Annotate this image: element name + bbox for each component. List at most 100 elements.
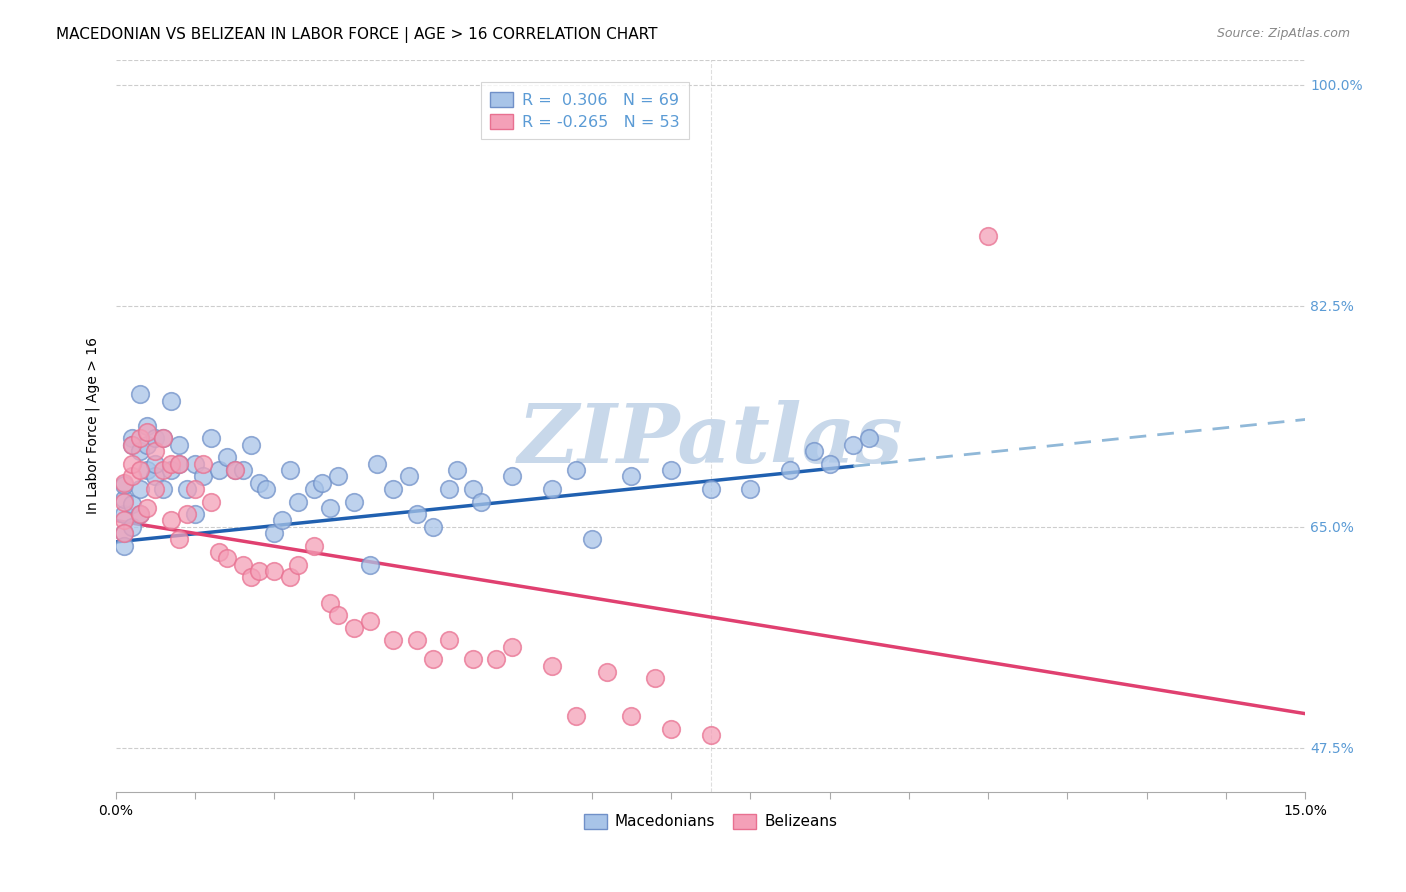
Point bbox=[461, 652, 484, 666]
Point bbox=[121, 469, 143, 483]
Point bbox=[232, 463, 254, 477]
Point bbox=[128, 463, 150, 477]
Point bbox=[176, 507, 198, 521]
Point bbox=[136, 438, 159, 452]
Point bbox=[191, 457, 214, 471]
Point bbox=[121, 520, 143, 534]
Point bbox=[620, 709, 643, 723]
Point bbox=[167, 533, 190, 547]
Point bbox=[620, 469, 643, 483]
Point bbox=[208, 463, 231, 477]
Point bbox=[191, 469, 214, 483]
Point bbox=[112, 526, 135, 541]
Point bbox=[803, 444, 825, 458]
Point bbox=[224, 463, 246, 477]
Point bbox=[541, 482, 564, 496]
Point bbox=[326, 469, 349, 483]
Point bbox=[319, 500, 342, 515]
Point bbox=[422, 652, 444, 666]
Point bbox=[184, 457, 207, 471]
Point bbox=[136, 500, 159, 515]
Point bbox=[232, 558, 254, 572]
Point bbox=[302, 482, 325, 496]
Point bbox=[446, 463, 468, 477]
Point bbox=[176, 482, 198, 496]
Point bbox=[541, 658, 564, 673]
Point bbox=[112, 507, 135, 521]
Point bbox=[145, 482, 167, 496]
Point bbox=[263, 526, 285, 541]
Point bbox=[121, 438, 143, 452]
Text: MACEDONIAN VS BELIZEAN IN LABOR FORCE | AGE > 16 CORRELATION CHART: MACEDONIAN VS BELIZEAN IN LABOR FORCE | … bbox=[56, 27, 658, 43]
Point bbox=[382, 633, 405, 648]
Point bbox=[145, 457, 167, 471]
Y-axis label: In Labor Force | Age > 16: In Labor Force | Age > 16 bbox=[86, 337, 100, 515]
Point bbox=[239, 438, 262, 452]
Point bbox=[406, 633, 429, 648]
Point bbox=[128, 387, 150, 401]
Point bbox=[659, 463, 682, 477]
Point bbox=[422, 520, 444, 534]
Legend: Macedonians, Belizeans: Macedonians, Belizeans bbox=[578, 808, 844, 836]
Point bbox=[121, 497, 143, 511]
Point bbox=[359, 615, 381, 629]
Point bbox=[160, 513, 183, 527]
Point bbox=[136, 463, 159, 477]
Point bbox=[145, 444, 167, 458]
Point bbox=[128, 507, 150, 521]
Point bbox=[152, 463, 174, 477]
Point bbox=[160, 457, 183, 471]
Point bbox=[112, 491, 135, 506]
Point bbox=[977, 229, 1000, 244]
Point bbox=[565, 463, 588, 477]
Point bbox=[485, 652, 508, 666]
Point bbox=[311, 475, 333, 490]
Point bbox=[366, 457, 388, 471]
Point bbox=[437, 633, 460, 648]
Text: ZIPatlas: ZIPatlas bbox=[517, 401, 903, 481]
Point bbox=[565, 709, 588, 723]
Point bbox=[779, 463, 801, 477]
Point bbox=[121, 457, 143, 471]
Point bbox=[121, 438, 143, 452]
Point bbox=[200, 431, 222, 445]
Point bbox=[167, 438, 190, 452]
Point bbox=[112, 513, 135, 527]
Text: Source: ZipAtlas.com: Source: ZipAtlas.com bbox=[1216, 27, 1350, 40]
Point bbox=[406, 507, 429, 521]
Point bbox=[699, 482, 721, 496]
Point bbox=[112, 475, 135, 490]
Point bbox=[160, 463, 183, 477]
Point bbox=[200, 494, 222, 508]
Point bbox=[167, 457, 190, 471]
Point bbox=[302, 539, 325, 553]
Point bbox=[278, 570, 301, 584]
Point bbox=[699, 728, 721, 742]
Point bbox=[247, 564, 270, 578]
Point bbox=[128, 431, 150, 445]
Point bbox=[224, 463, 246, 477]
Point bbox=[437, 482, 460, 496]
Point bbox=[128, 507, 150, 521]
Point bbox=[319, 596, 342, 610]
Point bbox=[145, 431, 167, 445]
Point bbox=[470, 494, 492, 508]
Point bbox=[581, 533, 603, 547]
Point bbox=[461, 482, 484, 496]
Point bbox=[858, 431, 880, 445]
Point bbox=[343, 494, 366, 508]
Point bbox=[271, 513, 294, 527]
Point bbox=[740, 482, 762, 496]
Point bbox=[152, 482, 174, 496]
Point bbox=[644, 671, 666, 685]
Point bbox=[278, 463, 301, 477]
Point bbox=[112, 478, 135, 492]
Point bbox=[167, 457, 190, 471]
Point bbox=[184, 482, 207, 496]
Point bbox=[208, 545, 231, 559]
Point bbox=[842, 438, 865, 452]
Point bbox=[382, 482, 405, 496]
Point bbox=[501, 469, 523, 483]
Point bbox=[112, 494, 135, 508]
Point bbox=[256, 482, 278, 496]
